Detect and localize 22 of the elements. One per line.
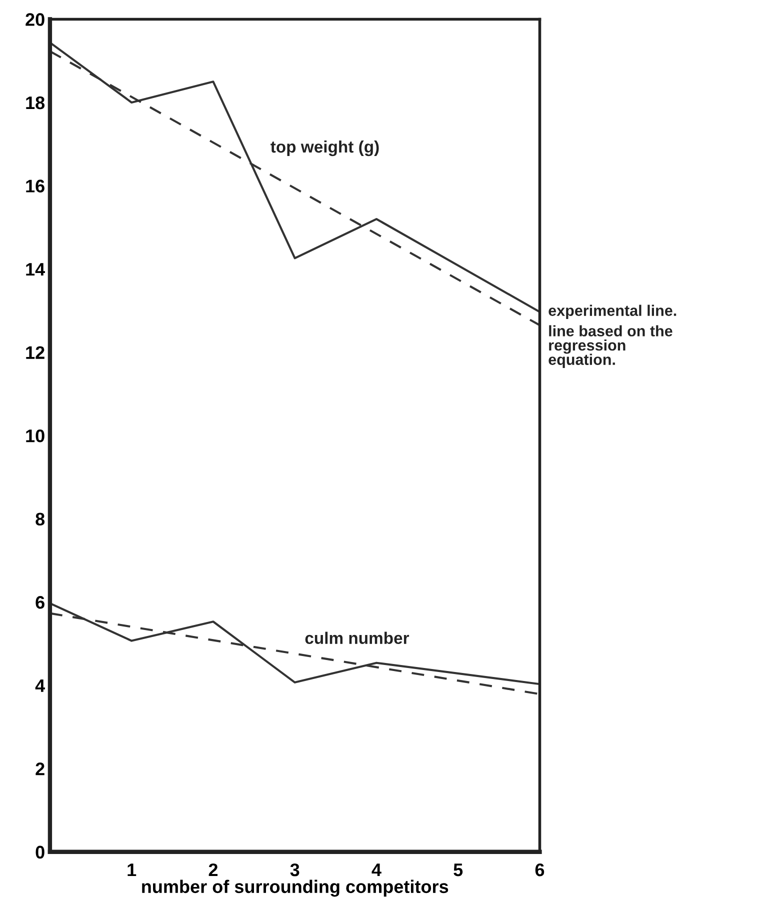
series-label: line based on the regression equation. xyxy=(548,325,672,368)
y-tick-label: 14 xyxy=(26,263,46,276)
x-tick-label: 3 xyxy=(290,863,300,876)
y-tick-label: 16 xyxy=(26,180,44,192)
x-tick-label: 2 xyxy=(208,863,218,876)
x-tick-label: 1 xyxy=(128,864,136,876)
x-tick-label: 5 xyxy=(454,864,463,876)
annotation: top weight (g) xyxy=(270,140,379,156)
x-axis-title: number of surrounding competitors xyxy=(142,880,448,897)
series-label: experimental line. xyxy=(548,304,676,320)
y-tick-label: 18 xyxy=(26,96,45,110)
y-tick-label: 0 xyxy=(36,846,44,859)
y-tick-label: 6 xyxy=(36,596,44,609)
y-tick-label: 12 xyxy=(26,346,44,359)
x-tick-label: 4 xyxy=(372,864,382,876)
y-tick-label: 2 xyxy=(36,762,44,776)
y-tick-label: 4 xyxy=(35,679,46,692)
annotation: culm number xyxy=(305,632,410,644)
y-tick-label: 10 xyxy=(26,429,44,442)
x-tick-label: 6 xyxy=(535,863,544,876)
y-tick-label: 8 xyxy=(36,512,45,526)
y-tick-label: 20 xyxy=(26,13,44,26)
